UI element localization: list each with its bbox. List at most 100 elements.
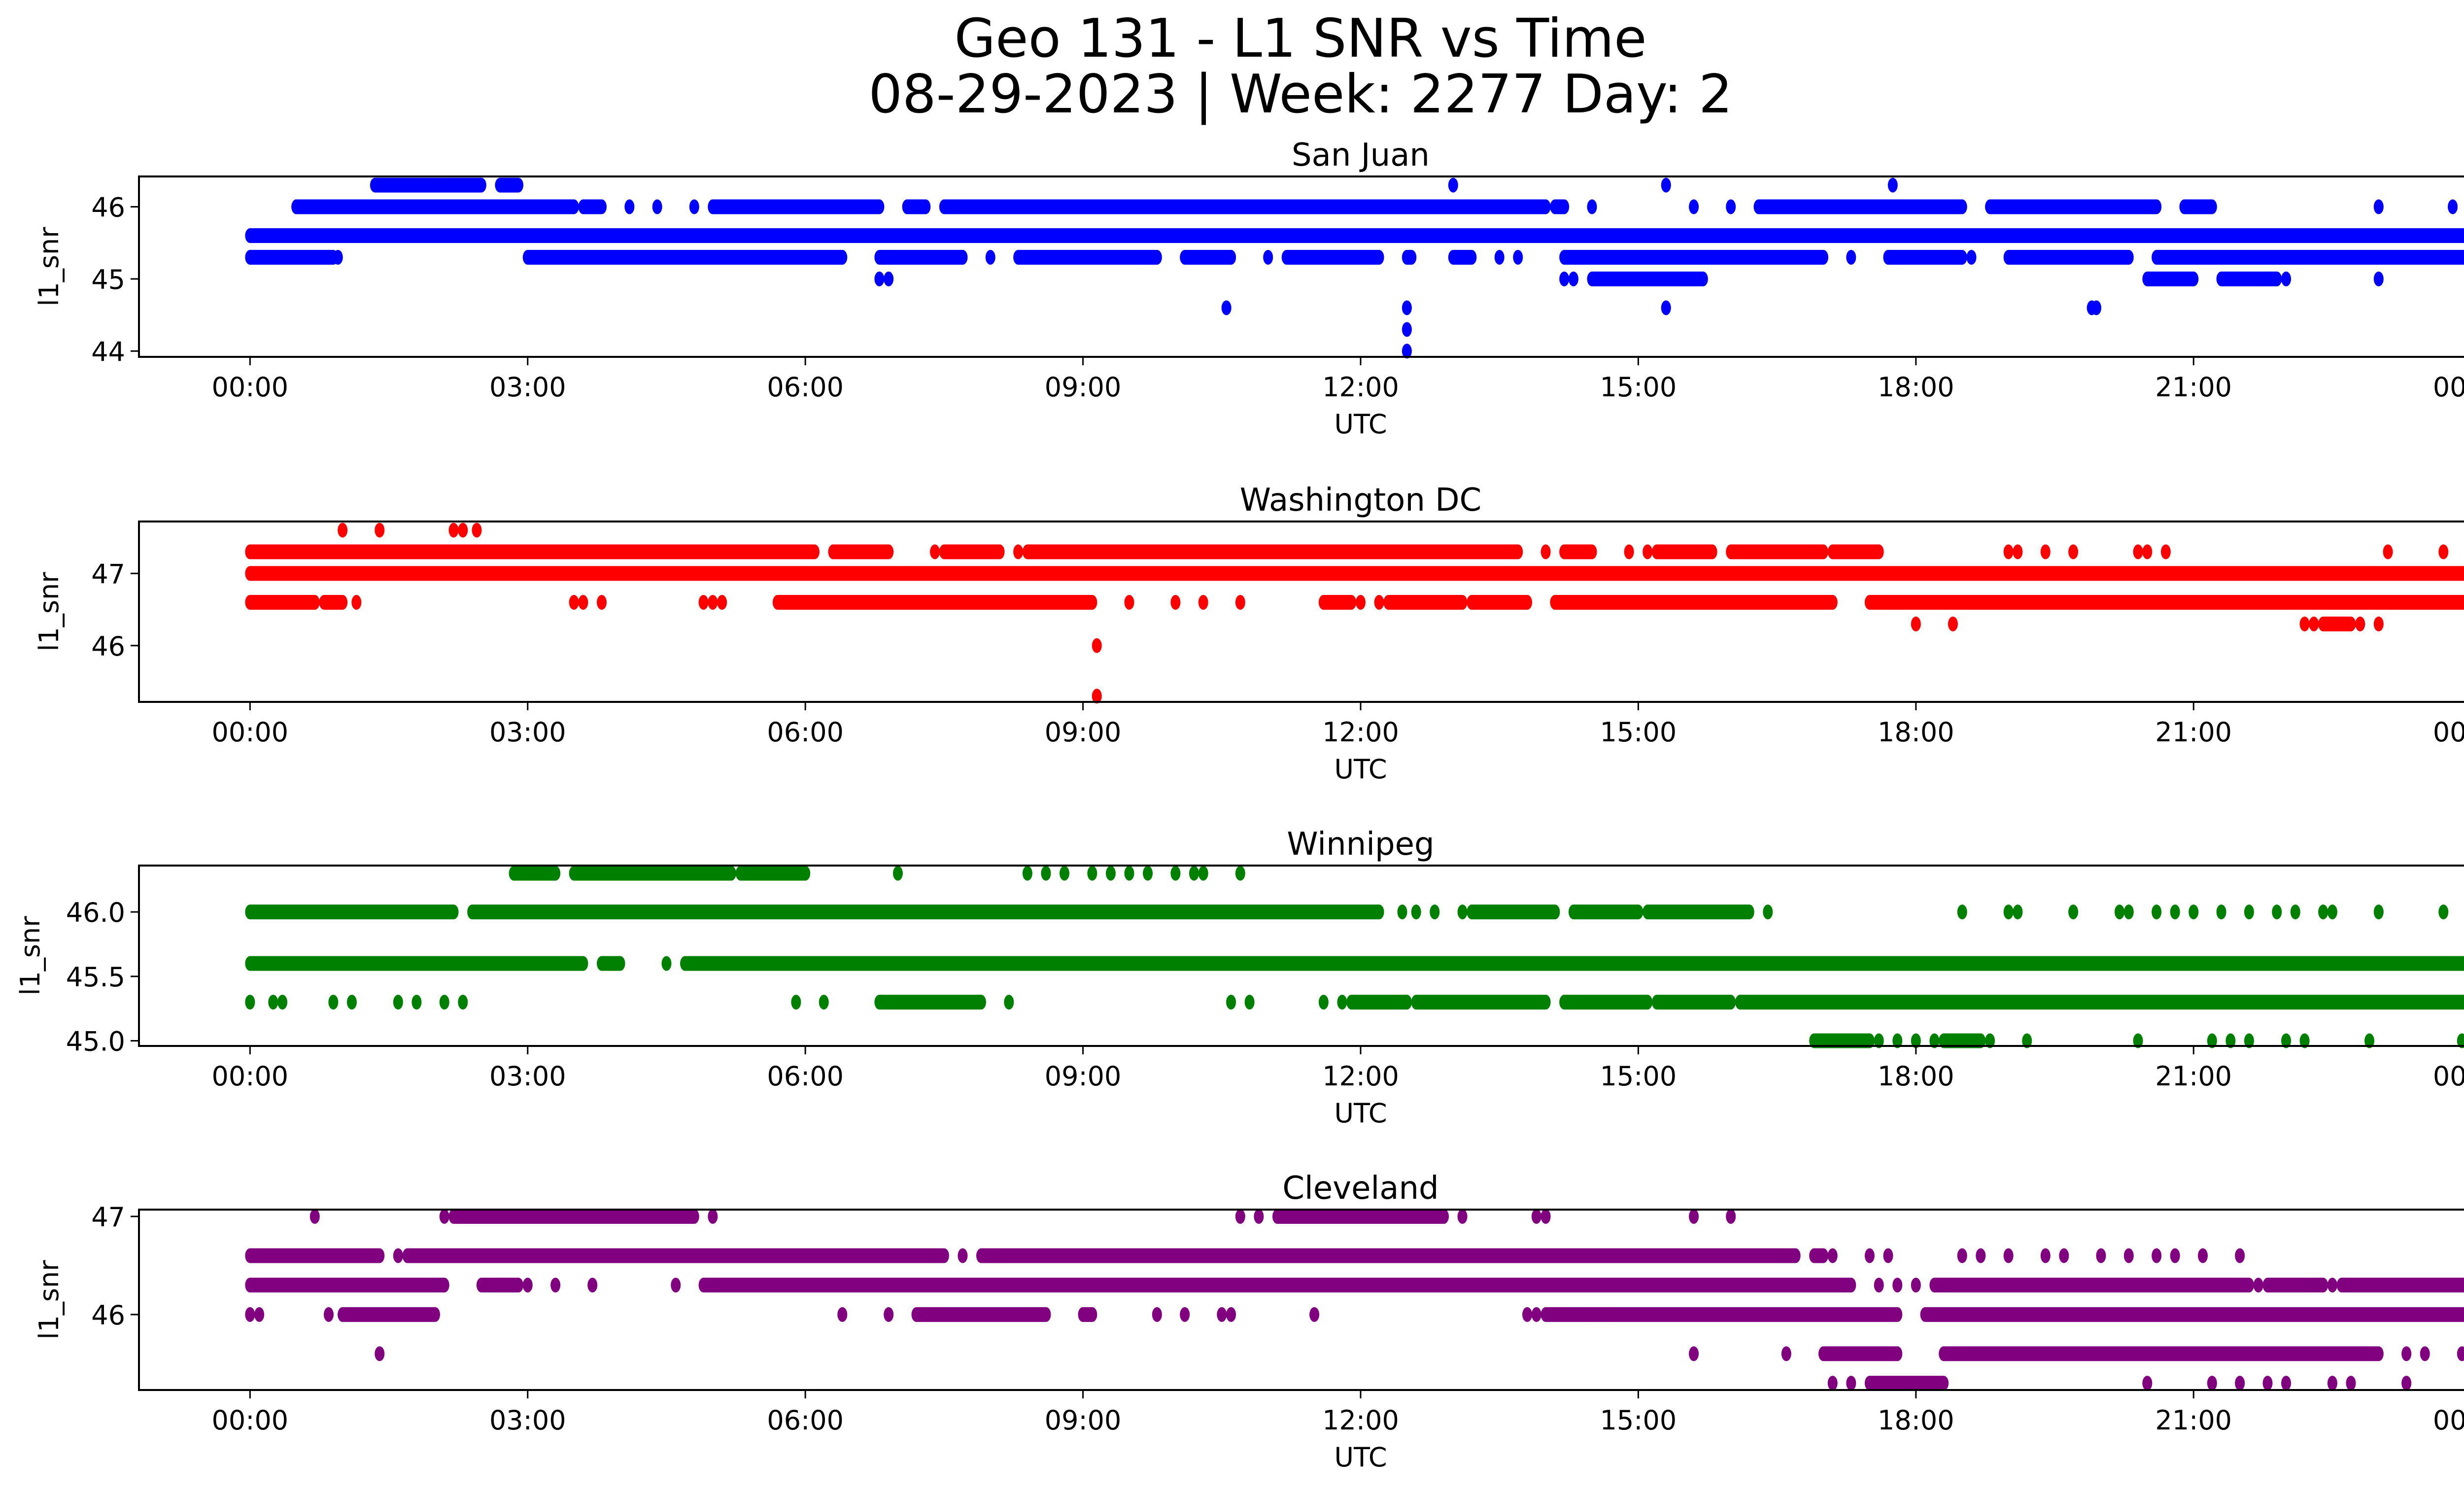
- scatter-point: [717, 594, 727, 610]
- scatter-point: [1078, 1307, 1088, 1322]
- scatter-point: [569, 594, 579, 610]
- scatter-point: [2207, 1033, 2217, 1048]
- scatter-point: [652, 199, 662, 214]
- x-tick-label: 00:00: [2433, 1061, 2464, 1092]
- scatter-point-run: [1920, 1307, 2464, 1322]
- scatter-point: [1929, 1033, 1940, 1048]
- scatter-point: [2244, 904, 2254, 920]
- scatter-point-run: [1809, 1248, 1829, 1263]
- scatter-point: [930, 1248, 940, 1263]
- scatter-point: [884, 544, 894, 559]
- scatter-point: [458, 995, 468, 1010]
- scatter-point: [2059, 1248, 2069, 1263]
- scatter-point: [597, 594, 607, 610]
- scatter-point-run: [319, 594, 348, 610]
- scatter-point: [587, 1278, 598, 1293]
- scatter-point: [1929, 249, 1940, 265]
- scatter-point-run: [245, 1248, 385, 1263]
- scatter-point: [2123, 904, 2134, 920]
- scatter-point: [1244, 995, 1255, 1010]
- scatter-point: [338, 522, 348, 538]
- scatter-point: [323, 1307, 334, 1322]
- scatter-point-run: [874, 995, 987, 1010]
- scatter-point-run: [578, 199, 607, 214]
- scatter-point: [1309, 1307, 1320, 1322]
- scatter-point: [2373, 271, 2384, 286]
- y-axis-label: l1_snr: [15, 916, 46, 996]
- scatter-point: [1087, 866, 1097, 881]
- scatter-point: [2318, 904, 2328, 920]
- subplot-washington-dc: Washington DC 00:00 03:00 06:00 09:00 12:00 15…: [34, 482, 2464, 785]
- x-tick-label: 00:00: [212, 1405, 289, 1436]
- x-tick-label: 21:00: [2155, 1405, 2232, 1436]
- scatter-point: [1966, 249, 1977, 265]
- scatter-point: [1092, 689, 1102, 704]
- scatter-point: [1781, 1346, 1791, 1361]
- scatter-point: [268, 995, 278, 1010]
- scatter-point: [1763, 904, 1773, 920]
- scatter-point: [2299, 1033, 2310, 1048]
- x-tick-label: 09:00: [1045, 1061, 1122, 1092]
- scatter-point-run: [1559, 249, 1829, 265]
- scatter-point: [2281, 1376, 2292, 1391]
- scatter-point: [1235, 594, 1245, 610]
- scatter-point: [661, 956, 672, 971]
- scatter-point-run: [597, 956, 625, 971]
- scatter-point: [301, 199, 311, 214]
- scatter-point: [1568, 271, 1578, 286]
- scatter-point: [472, 522, 482, 538]
- x-tick-label: 00:00: [212, 372, 289, 403]
- scatter-point-run: [1929, 1278, 2254, 1293]
- scatter-point-run: [1467, 904, 1560, 920]
- scatter-point: [1457, 904, 1468, 920]
- scatter-point: [1397, 904, 1407, 920]
- scatter-point: [2373, 904, 2384, 920]
- scatter-point: [1068, 249, 1079, 265]
- scatter-point: [671, 1278, 681, 1293]
- scatter-point: [254, 1307, 265, 1322]
- x-tick-label: 00:00: [2433, 1405, 2464, 1436]
- scatter-point-run: [1318, 594, 1357, 610]
- scatter-point: [2225, 1033, 2236, 1048]
- scatter-point: [2096, 1248, 2106, 1263]
- x-tick-label: 06:00: [767, 372, 844, 403]
- y-axis-label: l1_snr: [34, 227, 65, 307]
- scatter-point: [2152, 1248, 2162, 1263]
- scatter-point: [2401, 1346, 2412, 1361]
- scatter-point: [892, 866, 903, 881]
- x-tick-label: 15:00: [1600, 1061, 1677, 1092]
- scatter-point: [1254, 1209, 1264, 1224]
- scatter-point: [2346, 1376, 2356, 1391]
- scatter-point: [837, 1307, 848, 1322]
- scatter-point: [819, 995, 829, 1010]
- y-tick-label: 46.0: [66, 897, 125, 928]
- scatter-point: [411, 995, 422, 1010]
- scatter-series: [245, 866, 2464, 1048]
- subplot-title: Washington DC: [1240, 482, 1481, 519]
- scatter-point-run: [1180, 249, 1236, 265]
- scatter-point: [2355, 616, 2365, 631]
- y-tick-label: 47: [91, 558, 125, 590]
- scatter-point: [291, 199, 302, 214]
- scatter-point: [1263, 249, 1273, 265]
- scatter-point: [1402, 300, 1412, 315]
- scatter-point: [375, 522, 385, 538]
- x-tick-label: 00:00: [2433, 372, 2464, 403]
- x-tick-label: 18:00: [1878, 372, 1954, 403]
- scatter-point: [2281, 271, 2292, 286]
- scatter-point-run: [522, 249, 848, 265]
- scatter-point-run: [1550, 594, 1838, 610]
- scatter-point: [1092, 638, 1102, 653]
- scatter-point: [985, 249, 995, 265]
- scatter-point: [277, 995, 288, 1010]
- scatter-point-run: [245, 566, 2464, 581]
- scatter-point-run: [476, 1278, 523, 1293]
- x-tick-label: 21:00: [2155, 1061, 2232, 1092]
- scatter-point: [1874, 1033, 1884, 1048]
- y-tick-label: 44: [91, 336, 125, 367]
- scatter-point: [1143, 866, 1153, 881]
- scatter-point-run: [1559, 995, 1653, 1010]
- scatter-point: [1827, 1376, 1838, 1391]
- scatter-point: [1892, 1278, 1903, 1293]
- x-tick-label: 06:00: [767, 1061, 844, 1092]
